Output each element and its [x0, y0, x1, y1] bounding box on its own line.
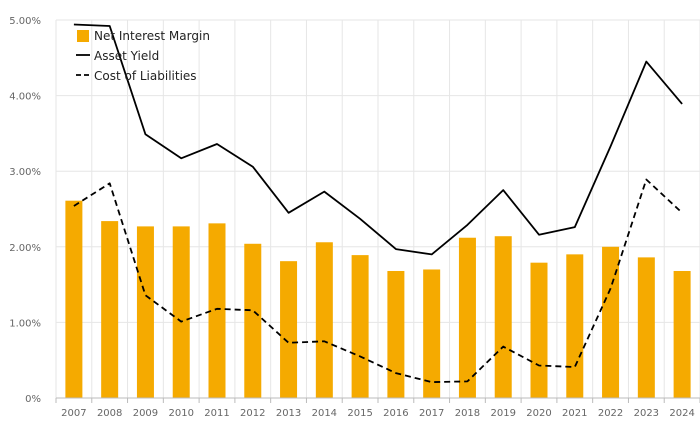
legend-label-net-interest-margin: Net Interest Margin — [94, 29, 210, 43]
x-tick-label: 2019 — [490, 408, 515, 419]
line-cost-of-liabilities — [73, 178, 683, 384]
x-tick-label: 2014 — [312, 408, 337, 419]
bar-series-net-interest-margin — [65, 200, 691, 398]
x-tick-label: 2007 — [61, 408, 86, 419]
x-tick-label: 2022 — [598, 408, 623, 419]
x-tick-label: 2021 — [562, 408, 587, 419]
x-tick-label: 2020 — [526, 408, 551, 419]
y-tick-label: 4.00% — [9, 92, 41, 103]
legend-swatch-net-interest-margin — [77, 30, 89, 42]
y-tick-label: 3.00% — [9, 167, 41, 178]
x-tick-label: 2017 — [419, 408, 444, 419]
line-asset-yield — [73, 23, 683, 256]
y-tick-label: 0% — [25, 394, 41, 405]
bar-2019 — [494, 236, 512, 398]
x-tick-label: 2018 — [455, 408, 480, 419]
bar-2021 — [566, 254, 584, 398]
bar-2018 — [458, 237, 476, 398]
x-tick-label: 2024 — [669, 408, 694, 419]
x-tick-label: 2023 — [634, 408, 659, 419]
bar-2008 — [101, 221, 119, 398]
bar-2016 — [387, 270, 405, 398]
x-tick-label: 2011 — [204, 408, 229, 419]
bar-2023 — [637, 257, 655, 398]
x-tick-label: 2012 — [240, 408, 265, 419]
legend: Net Interest Margin Asset Yield Cost of … — [76, 29, 210, 83]
legend-label-cost-of-liabilities: Cost of Liabilities — [94, 69, 197, 83]
x-tick-label: 2010 — [168, 408, 193, 419]
bar-2022 — [602, 246, 620, 398]
bar-2007 — [65, 200, 83, 398]
legend-label-asset-yield: Asset Yield — [94, 49, 159, 63]
bar-2020 — [530, 262, 548, 398]
axes: 0% 1.00% 2.00% 3.00% 4.00% 5.00% 2007 2008 2009 2… — [9, 16, 700, 419]
x-tick-label: 2016 — [383, 408, 408, 419]
gridlines — [55, 19, 700, 398]
bar-2014 — [315, 242, 333, 398]
bar-2013 — [280, 261, 298, 398]
bar-2015 — [351, 255, 369, 398]
y-tick-label: 1.00% — [9, 318, 41, 329]
bar-2017 — [423, 269, 441, 398]
x-tick-label: 2015 — [347, 408, 372, 419]
x-tick-label: 2013 — [276, 408, 301, 419]
x-tick-label: 2008 — [97, 408, 122, 419]
bar-2010 — [172, 226, 190, 398]
bar-2012 — [244, 243, 262, 398]
bar-2024 — [673, 270, 691, 398]
y-tick-label: 5.00% — [9, 16, 41, 27]
x-tick-label: 2009 — [133, 408, 158, 419]
bar-2009 — [136, 226, 154, 398]
y-tick-label: 2.00% — [9, 243, 41, 254]
bar-2011 — [208, 223, 226, 398]
line-series — [73, 23, 683, 384]
